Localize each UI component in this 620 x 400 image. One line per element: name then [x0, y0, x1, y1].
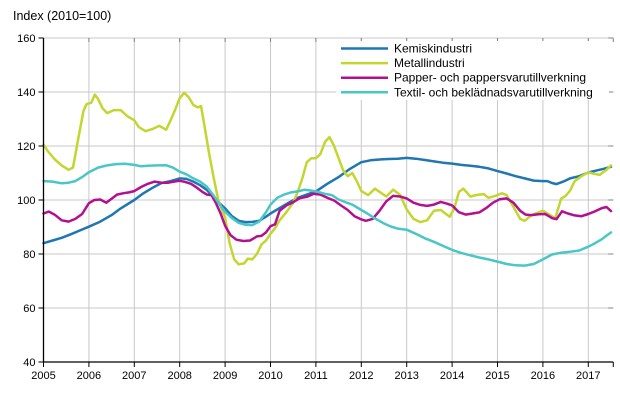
x-tick-label: 2012 — [349, 370, 373, 382]
x-tick-label: 2014 — [440, 370, 464, 382]
gridlines — [43, 37, 614, 362]
legend-label: Textil- och beklädnadsvarutillverkning — [394, 85, 593, 99]
x-tick-label: 2017 — [576, 370, 600, 382]
x-tick-label: 2008 — [167, 370, 191, 382]
x-tick-label: 2011 — [304, 370, 328, 382]
series-line-textil-och-bekl-dnadsvarutillverkning — [42, 162, 613, 267]
x-tick-label: 2010 — [258, 370, 282, 382]
x-tick-label: 2016 — [531, 370, 555, 382]
y-tick-label: 40 — [23, 357, 35, 369]
x-tick-label: 2005 — [31, 370, 55, 382]
legend-background — [336, 41, 609, 100]
axes — [38, 37, 614, 367]
y-tick-label: 160 — [17, 33, 35, 45]
legend-label: Papper- och pappersvarutillverkning — [394, 71, 586, 85]
x-tick-label: 2006 — [77, 370, 101, 382]
legend-item-metallindustri: Metallindustri — [341, 56, 465, 70]
y-tick-label: 120 — [17, 141, 35, 153]
x-tick-label: 2015 — [485, 370, 509, 382]
legend-label: Kemiskindustri — [394, 42, 472, 56]
x-tick-label: 2009 — [213, 370, 237, 382]
legend-item-kemiskindustri: Kemiskindustri — [341, 42, 472, 56]
legend-label: Metallindustri — [394, 56, 465, 70]
chart-title: Index (2010=100) — [13, 9, 111, 23]
series-lines — [42, 91, 613, 267]
x-tick-label: 2013 — [394, 370, 418, 382]
legend-item-papper-och-pappersvarutillverkning: Papper- och pappersvarutillverkning — [341, 71, 586, 85]
x-tick-label: 2007 — [122, 370, 146, 382]
legend-item-textil-och-bekl-dnadsvarutillverkning: Textil- och beklädnadsvarutillverkning — [341, 85, 593, 99]
series-line-kemiskindustri — [42, 156, 613, 245]
axis-labels: 40 60 80 100 120 140 160 2005 2006 2007 2008 2009 20… — [17, 33, 600, 382]
y-tick-label: 100 — [17, 195, 35, 207]
y-tick-label: 60 — [23, 303, 35, 315]
y-tick-label: 80 — [23, 249, 35, 261]
series-line-papper-och-pappersvarutillverkning — [42, 179, 613, 243]
y-tick-label: 140 — [17, 87, 35, 99]
